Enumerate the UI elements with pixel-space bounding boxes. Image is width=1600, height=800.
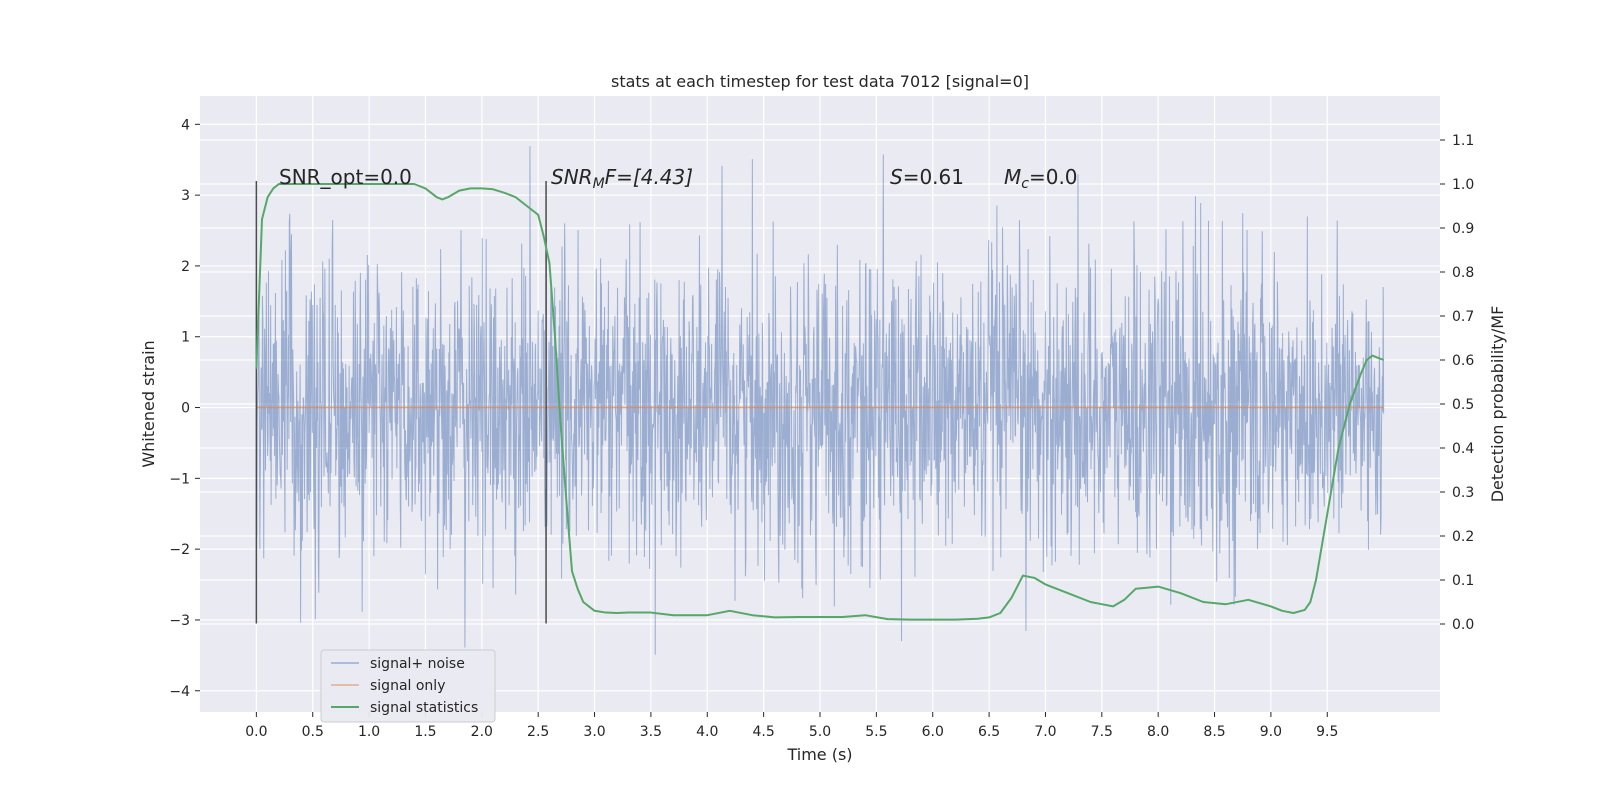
signal-noise-series: [255, 146, 1385, 655]
x-tick-label: 5.5: [865, 724, 887, 740]
x-tick-label: 7.5: [1091, 724, 1113, 740]
x-tick-label: 9.5: [1316, 724, 1338, 740]
x-tick-label: 2.0: [471, 724, 493, 740]
y-tick-label-left: −3: [169, 613, 190, 629]
y-tick-label-right: 0.4: [1452, 441, 1474, 457]
y-axis-label-left: Whitened strain: [139, 340, 158, 467]
y-tick-label-right: 0.5: [1452, 397, 1474, 413]
x-tick-label: 0.5: [302, 724, 324, 740]
y-tick-label-left: 1: [181, 330, 190, 346]
x-tick-label: 1.5: [414, 724, 436, 740]
y-tick-label-right: 0.7: [1452, 309, 1474, 325]
x-tick-label: 4.5: [753, 724, 775, 740]
y-tick-label-right: 0.9: [1452, 221, 1474, 237]
y-tick-label-left: 3: [181, 188, 190, 204]
y-tick-label-right: 0.3: [1452, 485, 1474, 501]
y-axis-label-right: Detection probability/MF: [1488, 306, 1507, 503]
x-tick-label: 8.0: [1147, 724, 1169, 740]
y-tick-label-right: 0.2: [1452, 529, 1474, 545]
y-tick-label-left: −2: [169, 542, 190, 558]
y-tick-labels-left: −4 −3 −2 −1 0 1 2 3 4: [169, 117, 200, 700]
y-tick-labels-right: 0.0 0.1 0.2 0.3 0.4 0.5 0.6 0.7 0.8 0.9 1.0 1.1: [1440, 133, 1474, 633]
x-tick-label: 2.5: [527, 724, 549, 740]
x-tick-label: 6.0: [922, 724, 944, 740]
vertical-lines: [255, 180, 547, 624]
legend-box: [320, 649, 496, 723]
x-tick-label: 8.5: [1203, 724, 1225, 740]
legend-label-noise: signal+ noise: [370, 656, 465, 672]
y-tick-label-left: −1: [169, 471, 190, 487]
y-tick-label-left: 2: [181, 259, 190, 275]
y-tick-label-left: 4: [181, 117, 190, 133]
x-tick-label: 7.0: [1034, 724, 1056, 740]
annotation-s: S=0.61: [890, 165, 964, 189]
chart-title: stats at each timestep for test data 701…: [611, 72, 1029, 91]
x-tick-label: 3.5: [640, 724, 662, 740]
x-tick-labels: 0.0 0.5 1.0 1.5 2.0 2.5 3.0 3.5 4.0 4.5 5.0 5.5 6.0 6…: [245, 712, 1338, 740]
x-tick-label: 4.0: [696, 724, 718, 740]
legend: signal+ noise signal only signal statist…: [320, 649, 496, 723]
x-tick-label: 9.0: [1260, 724, 1282, 740]
y-tick-label-right: 1.1: [1452, 133, 1474, 149]
statistics-line: [255, 183, 1385, 621]
legend-label-signal-only: signal only: [370, 678, 445, 694]
annotation-snr-opt: SNR_opt=0.0: [279, 165, 412, 189]
x-tick-label: 0.0: [245, 724, 267, 740]
y-tick-label-right: 0.8: [1452, 265, 1474, 281]
noise-line: [255, 146, 1385, 655]
y-tick-label-left: −4: [169, 684, 190, 700]
x-tick-label: 1.0: [358, 724, 380, 740]
y-tick-label-right: 0.1: [1452, 573, 1474, 589]
y-tick-label-right: 0.0: [1452, 617, 1474, 633]
x-tick-label: 5.0: [809, 724, 831, 740]
y-tick-label-left: 0: [181, 401, 190, 417]
y-tick-label-right: 0.6: [1452, 353, 1474, 369]
x-tick-label: 3.0: [583, 724, 605, 740]
annotation-snr-mf: SNRMF=[4.43]: [551, 165, 693, 192]
annotation-mc: Mc=0.0: [1004, 165, 1078, 192]
signal-statistics-series: [255, 183, 1385, 621]
legend-label-statistics: signal statistics: [370, 700, 478, 716]
x-axis-label: Time (s): [786, 745, 852, 764]
x-tick-label: 6.5: [978, 724, 1000, 740]
y-tick-label-right: 1.0: [1452, 177, 1474, 193]
